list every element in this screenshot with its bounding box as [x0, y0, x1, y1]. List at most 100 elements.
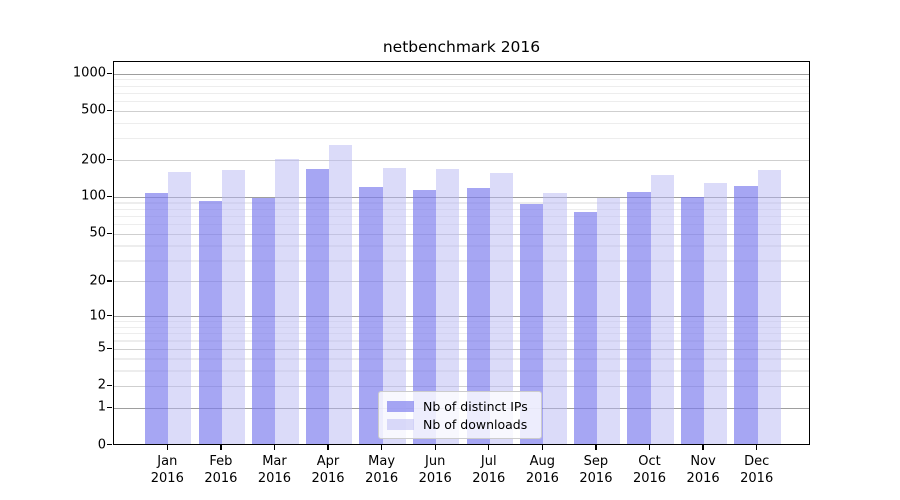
bar-downloads-jan	[168, 171, 192, 444]
y-tick-label: 20	[89, 273, 106, 289]
x-tick-month: Jun	[425, 454, 446, 469]
chart-title: netbenchmark 2016	[382, 38, 541, 56]
x-tick-year: 2016	[418, 471, 452, 486]
x-tick-label: Jul 2016	[449, 453, 529, 487]
gridline-minor	[114, 122, 809, 124]
legend-swatch-downloads	[387, 418, 414, 430]
y-tick-mark	[107, 347, 112, 349]
x-tick-mark	[327, 445, 329, 450]
x-tick-label: Feb 2016	[181, 453, 261, 487]
bar-downloads-apr	[329, 144, 353, 444]
bar-downloads-may	[382, 168, 406, 444]
y-tick-mark	[107, 443, 112, 446]
x-tick-mark	[273, 445, 276, 450]
x-tick-label: Oct 2016	[610, 453, 690, 487]
bar-ips-dec	[734, 186, 758, 444]
x-tick-month: Aug	[529, 454, 556, 469]
bar-ips-oct	[627, 192, 651, 444]
x-tick-label: Aug 2016	[502, 453, 582, 487]
x-tick-year: 2016	[365, 471, 399, 486]
y-tick-mark	[107, 195, 112, 198]
legend-row: Nb of downloads	[387, 415, 528, 433]
bar-ips-apr	[305, 168, 330, 444]
x-tick-mark	[541, 445, 543, 450]
gridline	[114, 73, 809, 75]
bar-downloads-mar	[275, 159, 299, 444]
gridline-minor	[114, 321, 809, 323]
x-tick-label: Jan 2016	[127, 453, 207, 487]
x-tick-year: 2016	[686, 471, 720, 486]
x-tick-year: 2016	[311, 471, 345, 486]
bar-ips-sep	[573, 211, 597, 444]
x-tick-month: Jul	[480, 454, 497, 469]
bar-downloads-feb	[221, 169, 246, 444]
bar-ips-jan	[145, 193, 169, 444]
plot-area	[113, 61, 810, 445]
x-tick-label: Sep 2016	[556, 453, 636, 487]
x-tick-mark	[166, 445, 168, 450]
y-tick-mark	[107, 384, 112, 387]
x-tick-mark	[756, 445, 758, 450]
legend: Nb of distinct IPs Nb of downloads	[378, 391, 542, 439]
legend-swatch-ips	[387, 400, 414, 412]
gridline-minor	[114, 208, 809, 210]
gridline	[114, 385, 809, 388]
y-tick-label: 0	[97, 437, 106, 452]
gridline-minor	[114, 333, 809, 335]
gridline	[114, 316, 809, 318]
x-tick-mark	[220, 445, 222, 450]
bar-ips-jun	[413, 189, 437, 444]
y-tick-mark	[107, 280, 112, 282]
bar-downloads-dec	[757, 169, 781, 444]
x-tick-year: 2016	[740, 471, 774, 486]
bar-ips-mar	[252, 198, 276, 444]
bar-ips-aug	[520, 204, 544, 444]
gridline-minor	[114, 260, 809, 262]
x-tick-mark	[702, 445, 704, 450]
gridline-minor	[114, 358, 809, 360]
x-tick-year: 2016	[472, 471, 506, 486]
x-tick-month: Feb	[209, 454, 233, 469]
x-tick-year: 2016	[579, 471, 613, 486]
x-tick-year: 2016	[150, 471, 184, 486]
y-tick-label: 200	[81, 152, 106, 167]
gridline-minor	[114, 202, 809, 204]
x-tick-label: Mar 2016	[234, 453, 314, 487]
gridline	[114, 348, 809, 350]
bar-downloads-sep	[596, 198, 621, 444]
y-tick-label: 100	[81, 188, 106, 204]
bar-downloads-aug	[543, 193, 567, 444]
gridline-minor	[114, 215, 809, 217]
bar-ips-feb	[198, 201, 222, 444]
x-tick-month: May	[368, 454, 396, 469]
gridline	[114, 281, 809, 283]
legend-label: Nb of distinct IPs	[423, 398, 528, 414]
y-tick-mark	[107, 158, 112, 161]
bar-downloads-oct	[650, 175, 674, 444]
bar-ips-jul	[466, 187, 490, 444]
x-tick-month: Oct	[638, 454, 661, 469]
gridline-minor	[114, 223, 809, 226]
y-tick-label: 2	[97, 377, 106, 393]
x-tick-year: 2016	[204, 471, 238, 486]
y-tick-label: 10	[89, 308, 106, 324]
x-tick-mark	[434, 445, 436, 450]
x-tick-year: 2016	[525, 471, 559, 486]
x-tick-mark	[595, 445, 597, 450]
x-tick-month: Jan	[157, 454, 178, 469]
y-tick-mark	[107, 314, 112, 317]
legend-label: Nb of downloads	[423, 416, 528, 432]
gridline-minor	[114, 326, 809, 328]
x-tick-month: Mar	[262, 454, 287, 469]
gridline-minor	[114, 85, 809, 87]
y-tick-label: 5	[97, 340, 106, 356]
x-tick-label: May 2016	[342, 453, 422, 487]
bar-downloads-jul	[489, 173, 513, 444]
x-tick-label: Dec 2016	[717, 453, 797, 487]
x-tick-mark	[380, 445, 383, 450]
y-tick-mark	[107, 109, 112, 112]
legend-row: Nb of distinct IPs	[387, 397, 528, 415]
bar-ips-nov	[680, 196, 705, 444]
x-tick-month: Nov	[690, 454, 716, 469]
gridline	[114, 110, 809, 112]
